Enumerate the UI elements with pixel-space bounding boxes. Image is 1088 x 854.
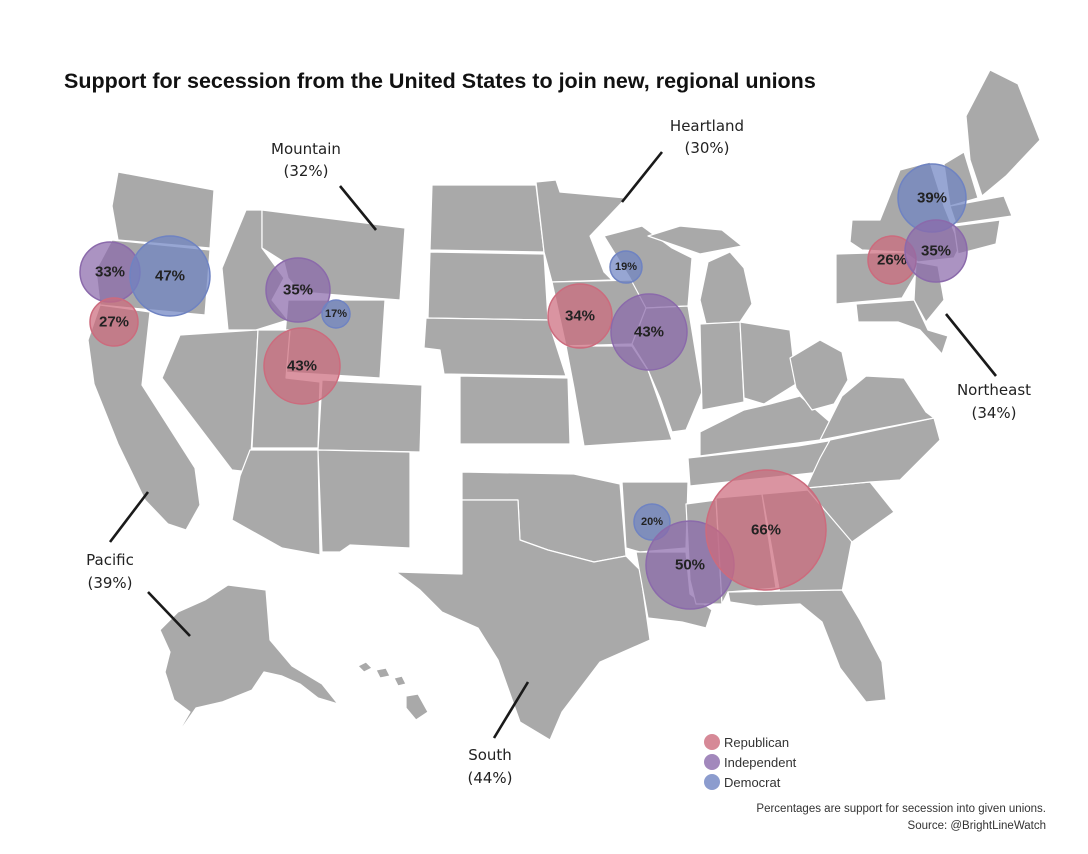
region-pct-mountain: (32%) [283,162,328,180]
region-label-pacific: Pacific [86,551,134,569]
bubble-label-northeast-democrat: 39% [917,190,947,207]
leader-line-alaska [147,591,191,637]
state-hawaii-3 [393,675,407,687]
state-nebraska [423,317,567,377]
bubble-northeast-independent [904,219,968,283]
region-label-northeast: Northeast [957,381,1031,399]
state-hawaii-1 [357,661,373,673]
bubble-label-mountain-republican: 43% [287,358,317,375]
bubble-label-heartland-republican: 34% [565,308,595,325]
state-alaska [159,584,339,739]
state-hawaii-2 [375,667,391,679]
map-title: Support for secession from the United St… [64,69,816,93]
leader-line-south [492,681,530,739]
state-indiana [699,321,745,411]
bubble-mountain-republican [263,327,341,405]
bubble-heartland-independent [610,293,688,371]
state-michigan-upper [647,225,743,255]
state-minnesota [535,179,627,283]
bubble-layer: 33% 47% 27% 35% 17% 43% 19% 34% 43% 39% 26% 35% 20% 5… [79,163,968,610]
leader-line-pacific [108,491,150,543]
state-new-mexico [317,449,411,553]
state-maine [965,69,1041,197]
legend-label-independent: Independent [724,755,797,770]
state-nevada [161,329,259,473]
state-kansas [459,375,571,445]
region-label-mountain: Mountain [271,140,341,158]
bubble-label-south-independent: 50% [675,557,705,574]
state-maryland-delaware [855,299,949,355]
bubble-label-pacific-republican: 27% [99,314,129,331]
region-label-heartland: Heartland [670,117,744,135]
bubble-mountain-independent [265,257,331,323]
bubble-label-heartland-democrat: 19% [615,261,637,273]
footnote-text: Percentages are support for secession in… [756,803,1046,815]
bubble-label-pacific-independent: 33% [95,264,125,281]
bubble-label-pacific-democrat: 47% [155,268,185,285]
region-pct-pacific: (39%) [87,574,132,592]
bubble-pacific-republican [89,297,139,347]
state-michigan-lower [699,251,753,325]
region-pct-heartland: (30%) [684,139,729,157]
legend-swatch-republican [704,734,720,750]
bubble-heartland-republican [547,283,613,349]
state-west-virginia [789,339,849,411]
state-texas [395,499,651,741]
bubble-pacific-democrat [129,235,211,317]
source-text: Source: @BrightLineWatch [908,820,1046,832]
bubble-label-heartland-independent: 43% [634,324,664,341]
region-pct-northeast: (34%) [971,404,1016,422]
bubble-label-mountain-democrat: 17% [325,308,347,320]
bubble-label-northeast-independent: 35% [921,243,951,260]
state-ohio [739,321,797,405]
leader-lines [108,151,998,739]
state-california [87,304,201,531]
legend-swatch-independent [704,754,720,770]
state-wisconsin [603,225,693,309]
bubble-label-northeast-republican: 26% [877,252,907,269]
state-florida [727,589,887,703]
legend-swatch-democrat [704,774,720,790]
state-north-dakota [429,184,545,253]
state-south-dakota [427,251,549,321]
legend: Republican Independent Democrat [704,734,797,790]
region-label-south: South [468,746,512,764]
legend-label-democrat: Democrat [724,775,781,790]
bubble-label-mountain-independent: 35% [283,282,313,299]
region-labels: Mountain (32%) Heartland (30%) Pacific (… [86,117,1031,787]
region-pct-south: (44%) [467,769,512,787]
leader-line-heartland [620,151,664,203]
bubble-mountain-democrat [321,299,351,329]
bubble-label-south-democrat: 20% [641,516,663,528]
state-north-carolina [805,417,941,489]
state-hawaii-4 [405,693,429,721]
leader-line-northeast [944,313,998,377]
state-arizona [231,449,321,556]
leader-line-mountain [338,185,378,231]
state-colorado [317,379,423,453]
bubble-south-republican [705,469,827,591]
state-virginia [819,375,935,441]
bubble-label-south-republican: 66% [751,522,781,539]
bubble-heartland-democrat [609,250,643,284]
legend-label-republican: Republican [724,735,789,750]
